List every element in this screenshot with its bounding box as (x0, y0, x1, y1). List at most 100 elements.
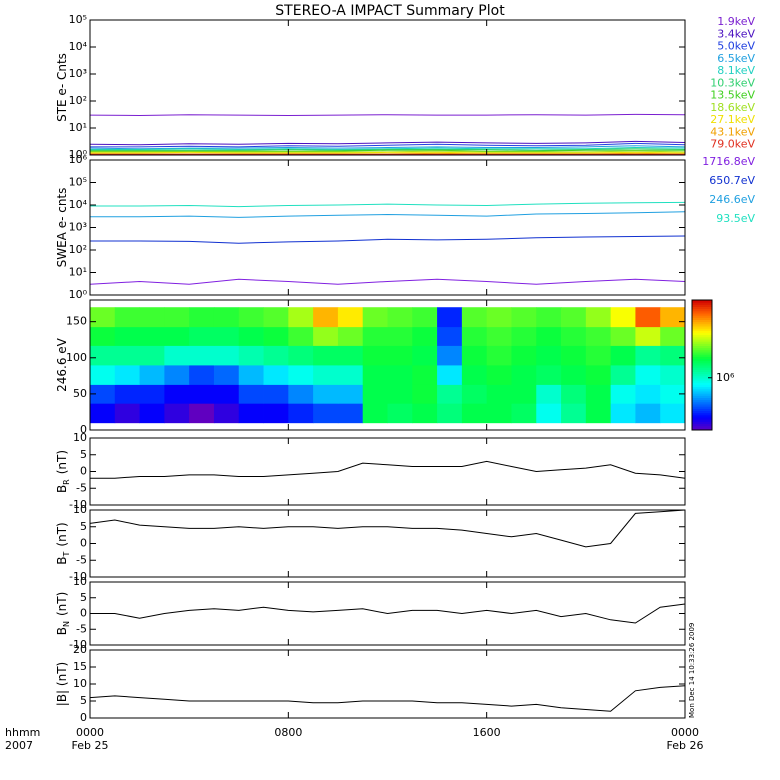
heatmap-cell (164, 403, 190, 424)
panel: BR (nT) -10 -5 0 5 10 (55, 431, 686, 511)
colorbar-segment (692, 328, 712, 331)
heatmap-cell (213, 326, 240, 346)
heatmap-cell (288, 307, 314, 328)
heatmap-cell (114, 307, 140, 328)
colorbar-segment (692, 375, 712, 379)
y-tick-label: 5 (80, 694, 87, 707)
colorbar-segment (692, 410, 712, 414)
colorbar-segment (692, 313, 712, 316)
heatmap-cell (486, 326, 512, 346)
panel: SWEA e- cnts 1716.8eV 650.7eV 246.6eV 93.5eV… (55, 153, 756, 301)
heatmap-cell (536, 345, 562, 366)
colorbar-segment (692, 332, 712, 336)
series-line (90, 142, 686, 148)
heatmap-cell (461, 345, 488, 366)
heatmap-cell (585, 345, 612, 366)
heatmap-cell (561, 345, 587, 366)
heatmap-cell (536, 384, 562, 404)
x-unit-label: hhmm (5, 726, 40, 739)
colorbar-segment (692, 308, 712, 312)
heatmap-cell (461, 326, 488, 346)
heatmap-cell (536, 307, 562, 328)
y-tick-label: 0 (80, 537, 87, 550)
panel: 246.6 eV 10⁶ 0 50 100 150 (55, 299, 735, 436)
legend-entry: 43.1keV (710, 125, 755, 138)
y-tick-label: 20 (73, 643, 87, 656)
colorbar-segment (692, 417, 712, 420)
heatmap-cell (288, 365, 314, 385)
heatmap-cell (313, 345, 339, 366)
colorbar-segment (692, 365, 712, 368)
heatmap-cell (660, 326, 686, 346)
y-label-main: |B| (nT) (55, 662, 69, 706)
heatmap-cell (139, 345, 165, 366)
heatmap-cell (189, 365, 215, 385)
heatmap-cell (337, 365, 364, 385)
heatmap-cell (238, 345, 264, 366)
colorbar-segment (692, 412, 712, 416)
legend-entry: 18.6keV (710, 101, 755, 114)
legend-entry: 79.0keV (710, 138, 755, 151)
heatmap-cell (511, 307, 537, 328)
x-tick-label: 0000 (76, 726, 104, 739)
y-tick-label: -5 (76, 622, 87, 635)
heatmap-cell (635, 403, 661, 424)
heatmap-cell (437, 345, 463, 366)
heatmap-cell (90, 365, 116, 385)
y-axis-label: BT (nT) (55, 522, 72, 564)
series-line (90, 151, 686, 154)
x-tick-label: 1600 (473, 726, 501, 739)
colorbar-segment (692, 300, 712, 303)
heatmap-cell (337, 384, 364, 404)
colorbar-segment (692, 419, 712, 422)
y-tick-label: 15 (73, 660, 87, 673)
panel-frame (89, 509, 686, 578)
colorbar-segment (692, 384, 712, 388)
heatmap-cell (561, 307, 587, 328)
heatmap-cell (313, 326, 339, 346)
heatmap-cell (610, 365, 636, 385)
colorbar-segment (692, 323, 712, 327)
heatmap-cell (238, 307, 264, 328)
heatmap-cell (635, 345, 661, 366)
y-tick-label: 50 (73, 387, 87, 400)
y-tick-label: 10 (73, 431, 87, 444)
y-label-main: B (55, 627, 69, 635)
heatmap-cell (387, 307, 413, 328)
heatmap-cell (114, 345, 140, 366)
y-axis-label: 246.6 eV (55, 337, 69, 392)
heatmap-cell (189, 326, 215, 346)
colorbar-segment (692, 373, 712, 377)
y-tick-label: 10¹ (69, 266, 87, 279)
series-line (90, 211, 686, 218)
panel: BN (nT) -10 -5 0 5 10 (55, 575, 686, 651)
heatmap-cell (114, 365, 140, 385)
x-year-label: 2007 (5, 739, 33, 752)
y-tick-label: 10⁴ (69, 198, 88, 211)
heatmap-cell (164, 326, 190, 346)
heatmap-cell (313, 403, 339, 424)
colorbar-segment (692, 330, 712, 333)
y-tick-label: 0 (80, 711, 87, 724)
heatmap-cell (362, 384, 388, 404)
colorbar-segment (692, 349, 712, 353)
heatmap-cell (461, 403, 488, 424)
legend-entry: 3.4keV (717, 27, 755, 40)
y-tick-label: 0 (80, 465, 87, 478)
heatmap-cell (486, 345, 512, 366)
heatmap-cell (90, 345, 116, 366)
heatmap-cell (164, 365, 190, 385)
heatmap-cell (610, 384, 636, 404)
heatmap-cell (561, 403, 587, 424)
heatmap-cell (288, 326, 314, 346)
y-tick-label: 10⁵ (69, 176, 87, 189)
heatmap-cell (511, 326, 537, 346)
y-label-unit: (nT) (55, 450, 69, 474)
colorbar-segment (692, 354, 712, 357)
colorbar-segment (692, 399, 712, 403)
series-line (90, 148, 686, 151)
heatmap-cell (561, 384, 587, 404)
y-label-main: B (55, 556, 69, 564)
y-tick-label: 5 (80, 520, 87, 533)
y-tick-label: 10² (69, 94, 87, 107)
